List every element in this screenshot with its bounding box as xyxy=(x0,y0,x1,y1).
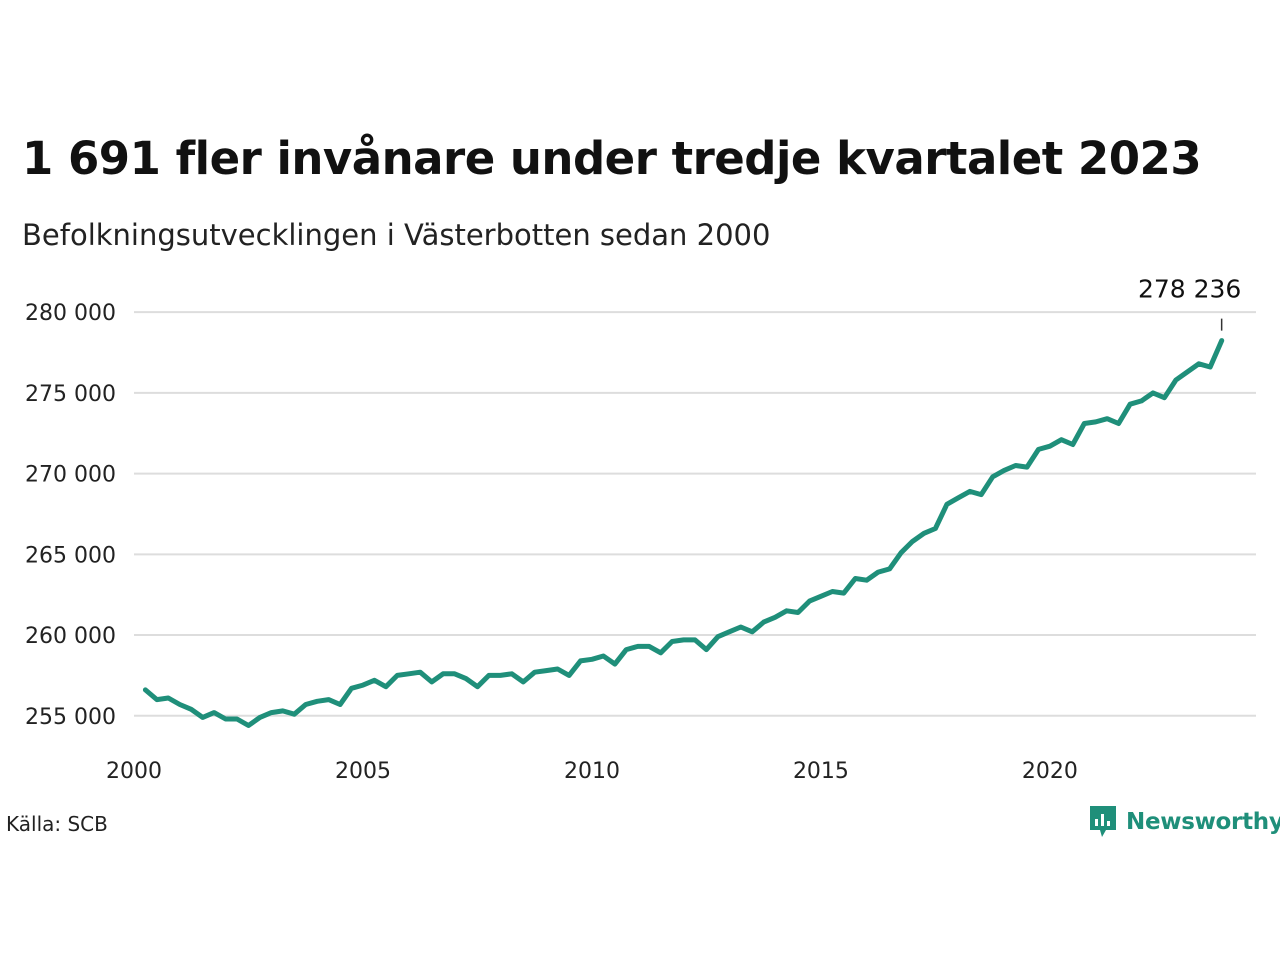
annotation-label: 278 236 xyxy=(1138,275,1241,304)
chart-subtitle: Befolkningsutvecklingen i Västerbotten s… xyxy=(22,218,771,252)
brand-logo[interactable]: Newsworthy xyxy=(1088,804,1280,840)
x-tick-label: 2015 xyxy=(793,759,849,784)
source-note: Källa: SCB xyxy=(6,812,108,836)
y-tick-label: 280 000 xyxy=(25,301,116,326)
newsworthy-chart-icon xyxy=(1090,806,1116,837)
chart-title: 1 691 fler invånare under tredje kvartal… xyxy=(22,132,1202,185)
y-tick-label: 270 000 xyxy=(25,463,116,488)
y-tick-label: 265 000 xyxy=(25,543,116,568)
series-layer xyxy=(142,338,1225,728)
brand-name: Newsworthy xyxy=(1126,809,1280,835)
y-tick-label: 275 000 xyxy=(25,382,116,407)
x-axis-tick-labels: 2000 2005 2010 2015 2020 xyxy=(106,759,1078,784)
gridlines xyxy=(134,311,1256,717)
y-axis-tick-labels: 255 000 260 000 265 000 270 000 275 000 280 0… xyxy=(25,301,116,730)
x-tick-label: 2010 xyxy=(564,759,620,784)
annotation-layer: 278 236 xyxy=(1138,275,1241,331)
x-tick-label: 2005 xyxy=(335,759,391,784)
y-tick-label: 255 000 xyxy=(25,705,116,730)
x-tick-label: 2000 xyxy=(106,759,162,784)
population-series-line xyxy=(142,338,1225,728)
y-tick-label: 260 000 xyxy=(25,624,116,649)
x-tick-label: 2020 xyxy=(1022,759,1078,784)
